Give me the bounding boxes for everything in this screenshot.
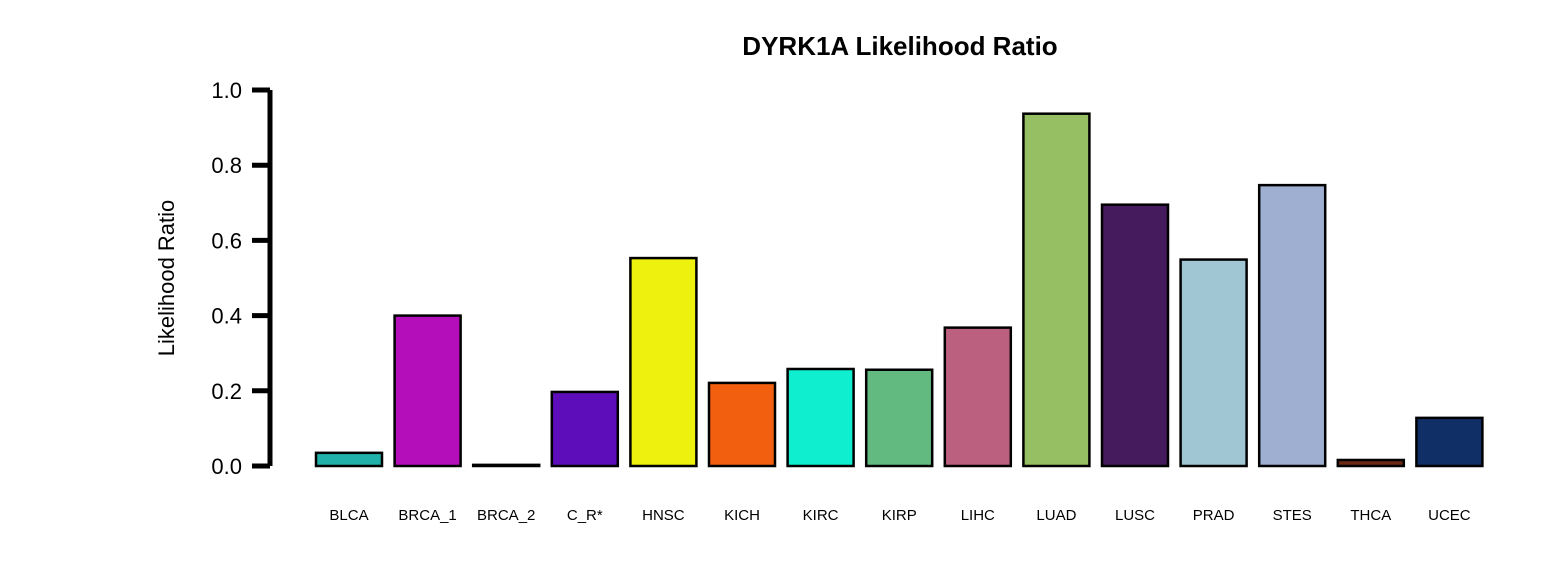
bars: [314, 112, 1484, 468]
x-tick-label: LUSC: [1115, 507, 1155, 524]
x-tick-label: KIRC: [803, 507, 839, 524]
chart-title: DYRK1A Likelihood Ratio: [742, 31, 1057, 61]
y-axis: 0.0 0.2 0.4 0.6 0.8 1.0: [211, 78, 273, 479]
x-tick-label: STES: [1273, 507, 1312, 524]
bar-stes: [1257, 183, 1327, 468]
x-tick-label: UCEC: [1428, 507, 1471, 524]
x-tick-label: LIHC: [961, 507, 995, 524]
bar-kich: [707, 381, 777, 468]
bar-lihc: [943, 326, 1013, 468]
x-tick-label: C_R*: [567, 507, 603, 524]
x-tick-label: LUAD: [1036, 507, 1076, 524]
bar-luad: [1022, 112, 1091, 468]
x-tick-label: BRCA_1: [398, 507, 456, 524]
bar-brca-1: [393, 314, 462, 468]
bar-ucec: [1415, 416, 1484, 468]
bar-prad: [1179, 258, 1248, 468]
bar-blca: [314, 451, 384, 468]
y-tick-label: 1.0: [211, 78, 242, 103]
bar-hnsc: [629, 256, 698, 468]
x-tick-label: PRAD: [1193, 507, 1235, 524]
bar-lusc: [1100, 203, 1170, 468]
x-tick-label: KICH: [724, 507, 760, 524]
y-axis-label: Likelihood Ratio: [154, 200, 179, 357]
x-tick-label: BRCA_2: [477, 507, 535, 524]
y-tick-label: 0.8: [211, 153, 242, 178]
bar-kirp: [864, 368, 934, 468]
y-tick-label: 0.4: [211, 304, 242, 329]
y-tick-label: 0.6: [211, 228, 242, 253]
bar-brca-2: [471, 463, 541, 468]
y-tick-label: 0.0: [211, 454, 242, 479]
x-tick-label: THCA: [1350, 507, 1391, 524]
bar-thca: [1336, 458, 1406, 468]
bar-kirc: [786, 367, 855, 468]
x-tick-label: KIRP: [882, 507, 917, 524]
x-tick-label: BLCA: [329, 507, 368, 524]
x-tick-label: HNSC: [642, 507, 685, 524]
y-tick-label: 0.2: [211, 379, 242, 404]
bar-c-r: [550, 390, 620, 468]
x-tick-labels: BLCA BRCA_1 BRCA_2 C_R* HNSC KICH KIRC KIRP LIHC…: [329, 507, 1470, 524]
